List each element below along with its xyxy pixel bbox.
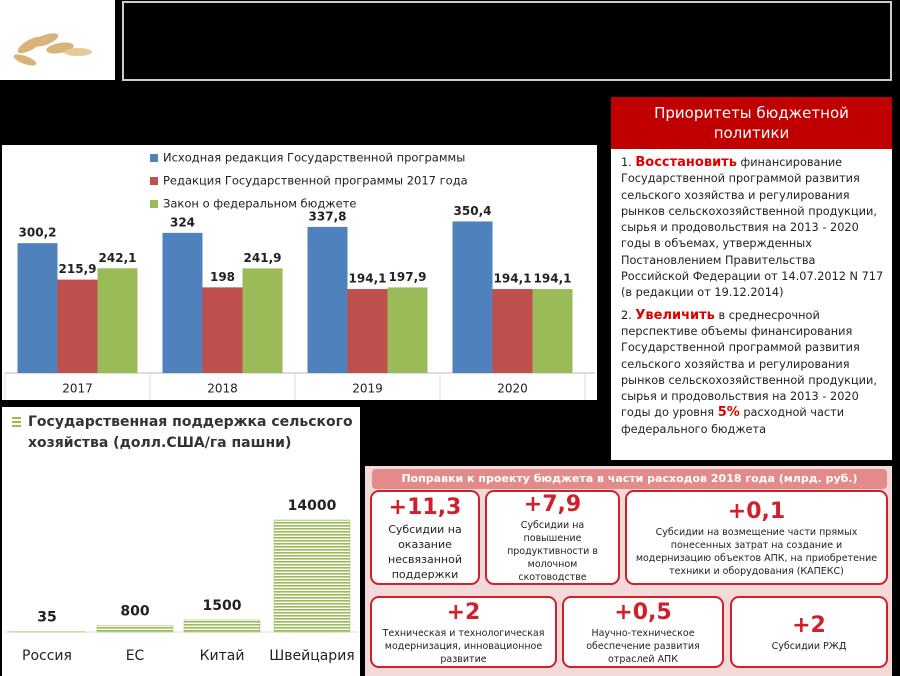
bar	[492, 289, 533, 373]
value-label: 800	[120, 604, 149, 620]
value-label: 350,4	[454, 204, 492, 218]
item-text: расходной части федерального бюджета	[621, 406, 845, 436]
item-lead: Увеличить	[635, 307, 715, 323]
title-box	[122, 1, 892, 81]
x-tick-label: Россия	[22, 648, 72, 664]
value-label: 337,8	[309, 209, 347, 223]
bar	[97, 268, 138, 373]
bar	[347, 289, 388, 373]
value-label: 35	[37, 610, 56, 626]
bar	[57, 279, 98, 373]
item-number: 2.	[621, 308, 632, 322]
legend-label: Закон о федеральном бюджете	[163, 197, 357, 211]
amendment-amount: +0,5	[614, 599, 672, 625]
value-label: 300,2	[19, 226, 57, 240]
chart-title: Государственная поддержка сельского хозяй…	[28, 414, 353, 451]
value-label: 198	[210, 270, 235, 284]
value-label: 194,1	[534, 272, 572, 286]
x-tick-label: 2018	[207, 382, 238, 396]
priorities-title: Приоритеты бюджетной политики	[611, 97, 892, 149]
value-label: 324	[170, 215, 195, 229]
amendments-title: Поправки к проекту бюджета в части расхо…	[372, 469, 887, 489]
amendment-card: +2 Субсидии РЖД	[730, 596, 888, 668]
logo-box	[0, 0, 115, 80]
value-label: 1500	[203, 598, 242, 614]
amendment-text: Техническая и технологическая модернизац…	[382, 627, 545, 665]
item-text: в среднесрочной перспективе объемы финан…	[621, 308, 877, 420]
bar	[183, 619, 261, 633]
legend-swatch	[150, 154, 158, 162]
bar	[532, 289, 573, 373]
value-label: 194,1	[349, 272, 387, 286]
amendment-card: +7,9 Субсидии на повышение продуктивности…	[485, 490, 620, 585]
amendment-text: Научно-техническое обеспечение развития …	[586, 627, 700, 665]
value-label: 215,9	[59, 262, 97, 276]
bar	[162, 232, 203, 373]
amendment-text: Субсидии РЖД	[771, 640, 847, 652]
bar	[96, 625, 174, 633]
x-tick-label: Швейцария	[269, 648, 354, 664]
value-label: 242,1	[99, 251, 137, 265]
priorities-body: 1. Восстановить финансирование Государст…	[611, 149, 892, 460]
priority-item: 2. Увеличить в среднесрочной перспективе…	[621, 308, 884, 438]
value-label: 194,1	[494, 272, 532, 286]
item-accent: 5%	[717, 405, 740, 421]
value-label: 197,9	[389, 270, 427, 284]
x-tick-label: ЕС	[126, 648, 145, 664]
bar	[17, 243, 58, 373]
bar	[273, 519, 351, 633]
title-marker	[12, 417, 21, 427]
chart-header	[2, 97, 597, 145]
bar	[307, 226, 348, 373]
amendment-amount: +2	[792, 612, 826, 638]
legend-swatch	[150, 177, 158, 185]
amendment-card: +0,5 Научно-техническое обеспечение разви…	[562, 596, 724, 668]
amendment-amount: +0,1	[727, 498, 786, 524]
amendment-text: Субсидии на повышение продуктивности в м…	[507, 520, 598, 583]
item-number: 1.	[621, 156, 632, 169]
value-label: 241,9	[244, 251, 282, 265]
value-label: 14000	[288, 498, 337, 514]
x-tick-label: 2017	[62, 382, 93, 396]
amendment-amount: +2	[446, 599, 481, 625]
x-tick-label: 2020	[497, 382, 528, 396]
item-text: финансирование Государственной программо…	[621, 156, 884, 300]
legend-label: Редакция Государственной программы 2017 …	[163, 174, 468, 188]
x-tick-label: 2019	[352, 382, 383, 396]
legend-swatch	[150, 200, 158, 208]
amendment-amount: +7,9	[523, 492, 582, 517]
amendment-amount: +11,3	[388, 494, 462, 520]
bar	[387, 287, 428, 373]
x-tick-label: Китай	[200, 648, 245, 664]
item-lead: Восстановить	[635, 155, 737, 170]
amendment-text: Субсидии на возмещение части прямых поне…	[635, 526, 878, 577]
wheat-icon	[13, 33, 92, 66]
bar	[242, 268, 283, 373]
legend-label: Исходная редакция Государственной програ…	[163, 151, 465, 165]
amendment-card: +11,3 Субсидии на оказание несвязанной по…	[370, 490, 480, 585]
bar	[202, 287, 243, 373]
amendment-card: +2 Техническая и технологическая модерниз…	[370, 596, 557, 668]
priority-item: 1. Восстановить финансирование Государст…	[621, 155, 884, 302]
amendment-text: Субсидии на оказание несвязанной поддерж…	[388, 522, 462, 581]
amendment-card: +0,1 Субсидии на возмещение части прямых …	[625, 490, 888, 585]
bar	[452, 221, 493, 373]
